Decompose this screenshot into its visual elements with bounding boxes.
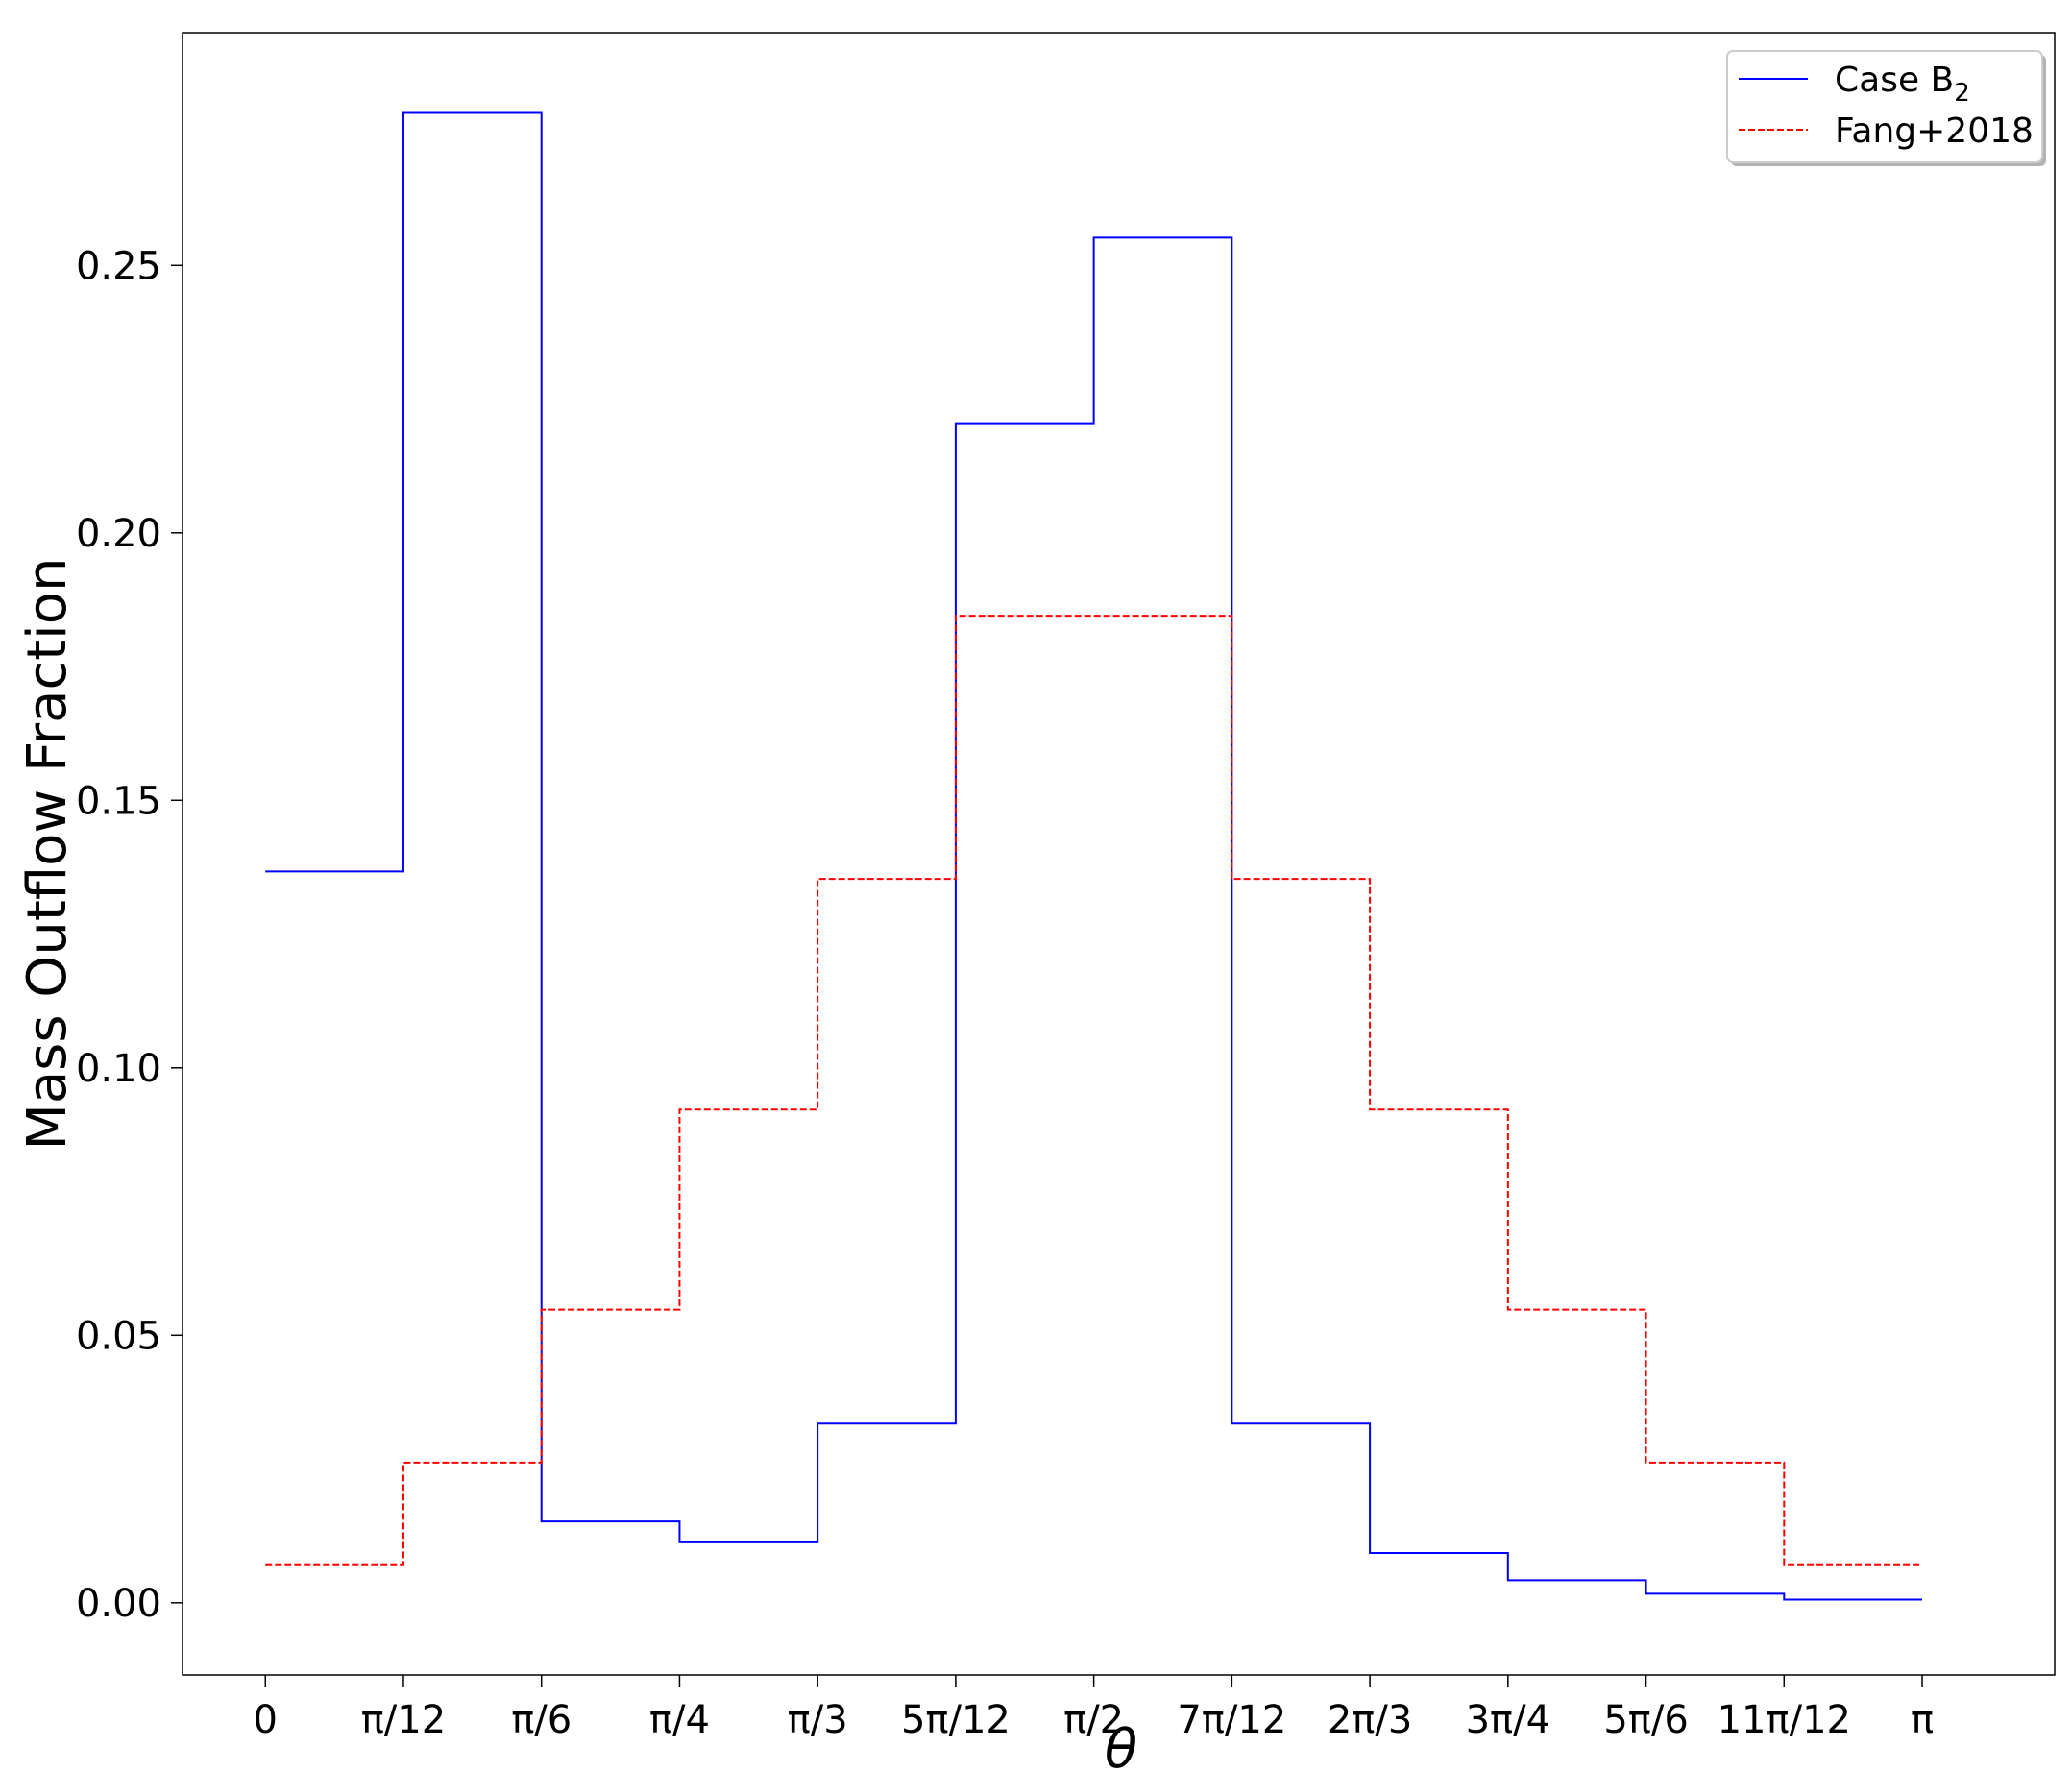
y-tick-label: 0.00: [76, 1582, 161, 1626]
y-axis-label: Mass Outflow Fraction: [16, 558, 79, 1151]
plot-frame: [182, 32, 2056, 1676]
x-tick-label: π/3: [788, 1698, 848, 1742]
series-1-line: [265, 615, 1923, 1566]
x-tick-label: π/6: [511, 1698, 572, 1742]
x-tick-label: π/2: [1063, 1698, 1124, 1742]
series-0-line: [265, 111, 1923, 1601]
x-tick-label: π/4: [649, 1698, 710, 1742]
x-tick-label: π: [1911, 1698, 1934, 1742]
y-tick-label: 0.10: [76, 1047, 161, 1091]
legend-label-fang2018: Fang+2018: [1835, 111, 2034, 151]
x-tick-label: 2π/3: [1328, 1698, 1412, 1742]
series-layer: [265, 111, 1923, 1601]
y-tick-label: 0.05: [76, 1314, 161, 1358]
x-tick-label: π/12: [361, 1698, 446, 1742]
y-axis-ticks: 0.00 0.05 0.10 0.15 0.20 0.25: [76, 244, 183, 1626]
legend: Case B2 Fang+2018: [1726, 50, 2046, 166]
legend-label-case-b2: Case B2: [1835, 61, 1970, 108]
y-tick-label: 0.15: [76, 779, 161, 823]
x-axis-ticks: 0 π/12 π/6 π/4 π/3 5π/12 π/2 7π/12 2π/3 3π/4 5π/6 1…: [254, 1675, 1934, 1742]
legend-label-case-b2-main: Case B: [1835, 61, 1954, 100]
x-tick-label: 11π/12: [1718, 1698, 1851, 1742]
x-axis-label: θ: [1105, 1718, 1137, 1772]
x-tick-label: 0: [254, 1698, 278, 1742]
x-tick-label: 5π/12: [901, 1698, 1011, 1742]
y-tick-label: 0.20: [76, 512, 161, 556]
x-tick-label: 3π/4: [1466, 1698, 1550, 1742]
y-tick-label: 0.25: [76, 244, 161, 288]
x-tick-label: 7π/12: [1177, 1698, 1286, 1742]
legend-label-case-b2-subscript: 2: [1954, 79, 1970, 108]
x-tick-label: 5π/6: [1603, 1698, 1688, 1742]
